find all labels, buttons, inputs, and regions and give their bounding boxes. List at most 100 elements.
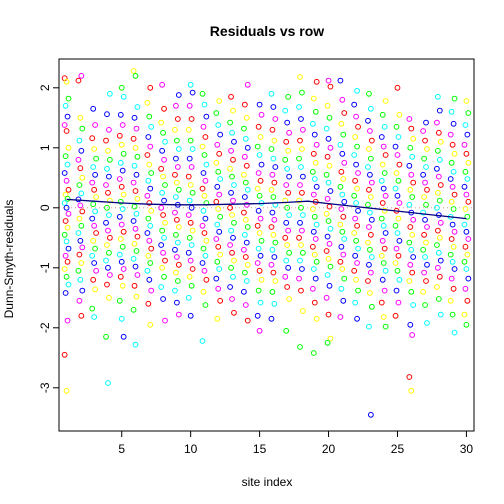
data-point: [340, 213, 347, 220]
data-point: [396, 200, 403, 206]
data-point: [93, 267, 99, 274]
data-point: [313, 258, 320, 265]
data-point: [214, 221, 221, 228]
data-point: [147, 260, 154, 266]
data-point: [241, 153, 248, 160]
data-point: [256, 101, 263, 108]
data-point: [268, 224, 275, 230]
data-point: [134, 272, 141, 278]
data-point: [436, 234, 443, 241]
data-point: [337, 258, 344, 265]
data-point: [406, 162, 413, 169]
data-point: [421, 155, 427, 162]
data-point: [270, 104, 277, 110]
data-point: [447, 176, 454, 182]
data-point: [311, 213, 318, 220]
data-point: [326, 240, 333, 247]
data-point: [76, 215, 83, 222]
data-point: [424, 320, 430, 326]
data-point: [435, 296, 442, 302]
data-point: [337, 183, 344, 190]
data-point: [89, 179, 96, 186]
data-point: [367, 155, 374, 162]
data-point: [144, 230, 151, 236]
data-point: [283, 138, 290, 145]
data-point: [174, 164, 181, 170]
data-point: [340, 251, 347, 258]
data-point: [368, 137, 375, 144]
data-point: [202, 134, 209, 140]
data-point: [217, 131, 224, 138]
data-point: [423, 278, 429, 284]
data-point: [461, 258, 468, 265]
data-point: [449, 311, 456, 318]
data-point: [257, 134, 264, 140]
data-point: [324, 233, 331, 240]
data-point: [282, 107, 289, 114]
data-point: [79, 244, 86, 251]
data-point: [63, 78, 70, 85]
data-point: [461, 183, 468, 190]
data-point: [406, 374, 413, 380]
data-point: [241, 101, 248, 108]
data-point: [257, 252, 264, 259]
plot-frame: [58, 58, 475, 432]
data-point: [90, 237, 97, 244]
data-point: [338, 243, 345, 250]
data-point: [244, 81, 251, 88]
data-point: [367, 411, 374, 418]
chart-title: Residuals vs row: [210, 23, 324, 39]
data-point: [382, 192, 389, 199]
data-point: [449, 183, 456, 190]
data-point: [120, 333, 127, 340]
data-point: [448, 108, 455, 115]
data-point: [241, 231, 248, 238]
data-point: [199, 185, 206, 192]
data-point: [339, 150, 346, 157]
data-point: [62, 153, 69, 160]
data-point: [78, 190, 85, 197]
data-point: [325, 255, 332, 262]
data-point: [256, 152, 263, 158]
data-point: [104, 111, 110, 118]
data-point: [447, 297, 454, 304]
data-point: [367, 128, 373, 134]
data-point: [381, 207, 388, 214]
data-point: [244, 224, 251, 230]
data-point: [231, 257, 237, 264]
data-point: [90, 105, 97, 112]
data-point: [147, 185, 154, 192]
data-point: [144, 192, 151, 199]
data-point: [200, 207, 207, 214]
data-point: [309, 243, 316, 250]
data-point: [410, 216, 417, 223]
data-point: [159, 227, 166, 234]
data-point: [186, 273, 193, 280]
data-point: [354, 143, 360, 150]
data-point: [89, 135, 96, 142]
data-point: [365, 239, 371, 246]
data-point: [160, 129, 166, 136]
data-point: [106, 272, 113, 278]
data-point: [199, 338, 206, 344]
data-point: [325, 77, 332, 84]
data-point: [283, 327, 290, 334]
trend-line: [66, 198, 467, 220]
data-point: [326, 282, 333, 289]
data-point: [173, 137, 180, 144]
data-point: [79, 125, 86, 132]
x-tick-label: 15: [253, 442, 267, 456]
data-point: [313, 78, 320, 85]
data-point: [146, 200, 153, 206]
data-point: [243, 239, 250, 246]
data-point: [258, 161, 265, 168]
data-point: [132, 188, 139, 194]
data-point: [160, 296, 166, 302]
data-point: [269, 288, 276, 295]
data-point: [339, 228, 346, 235]
data-point: [355, 207, 361, 214]
data-point: [393, 287, 400, 294]
data-point: [297, 74, 303, 80]
data-point: [368, 303, 375, 310]
data-point: [145, 177, 152, 184]
